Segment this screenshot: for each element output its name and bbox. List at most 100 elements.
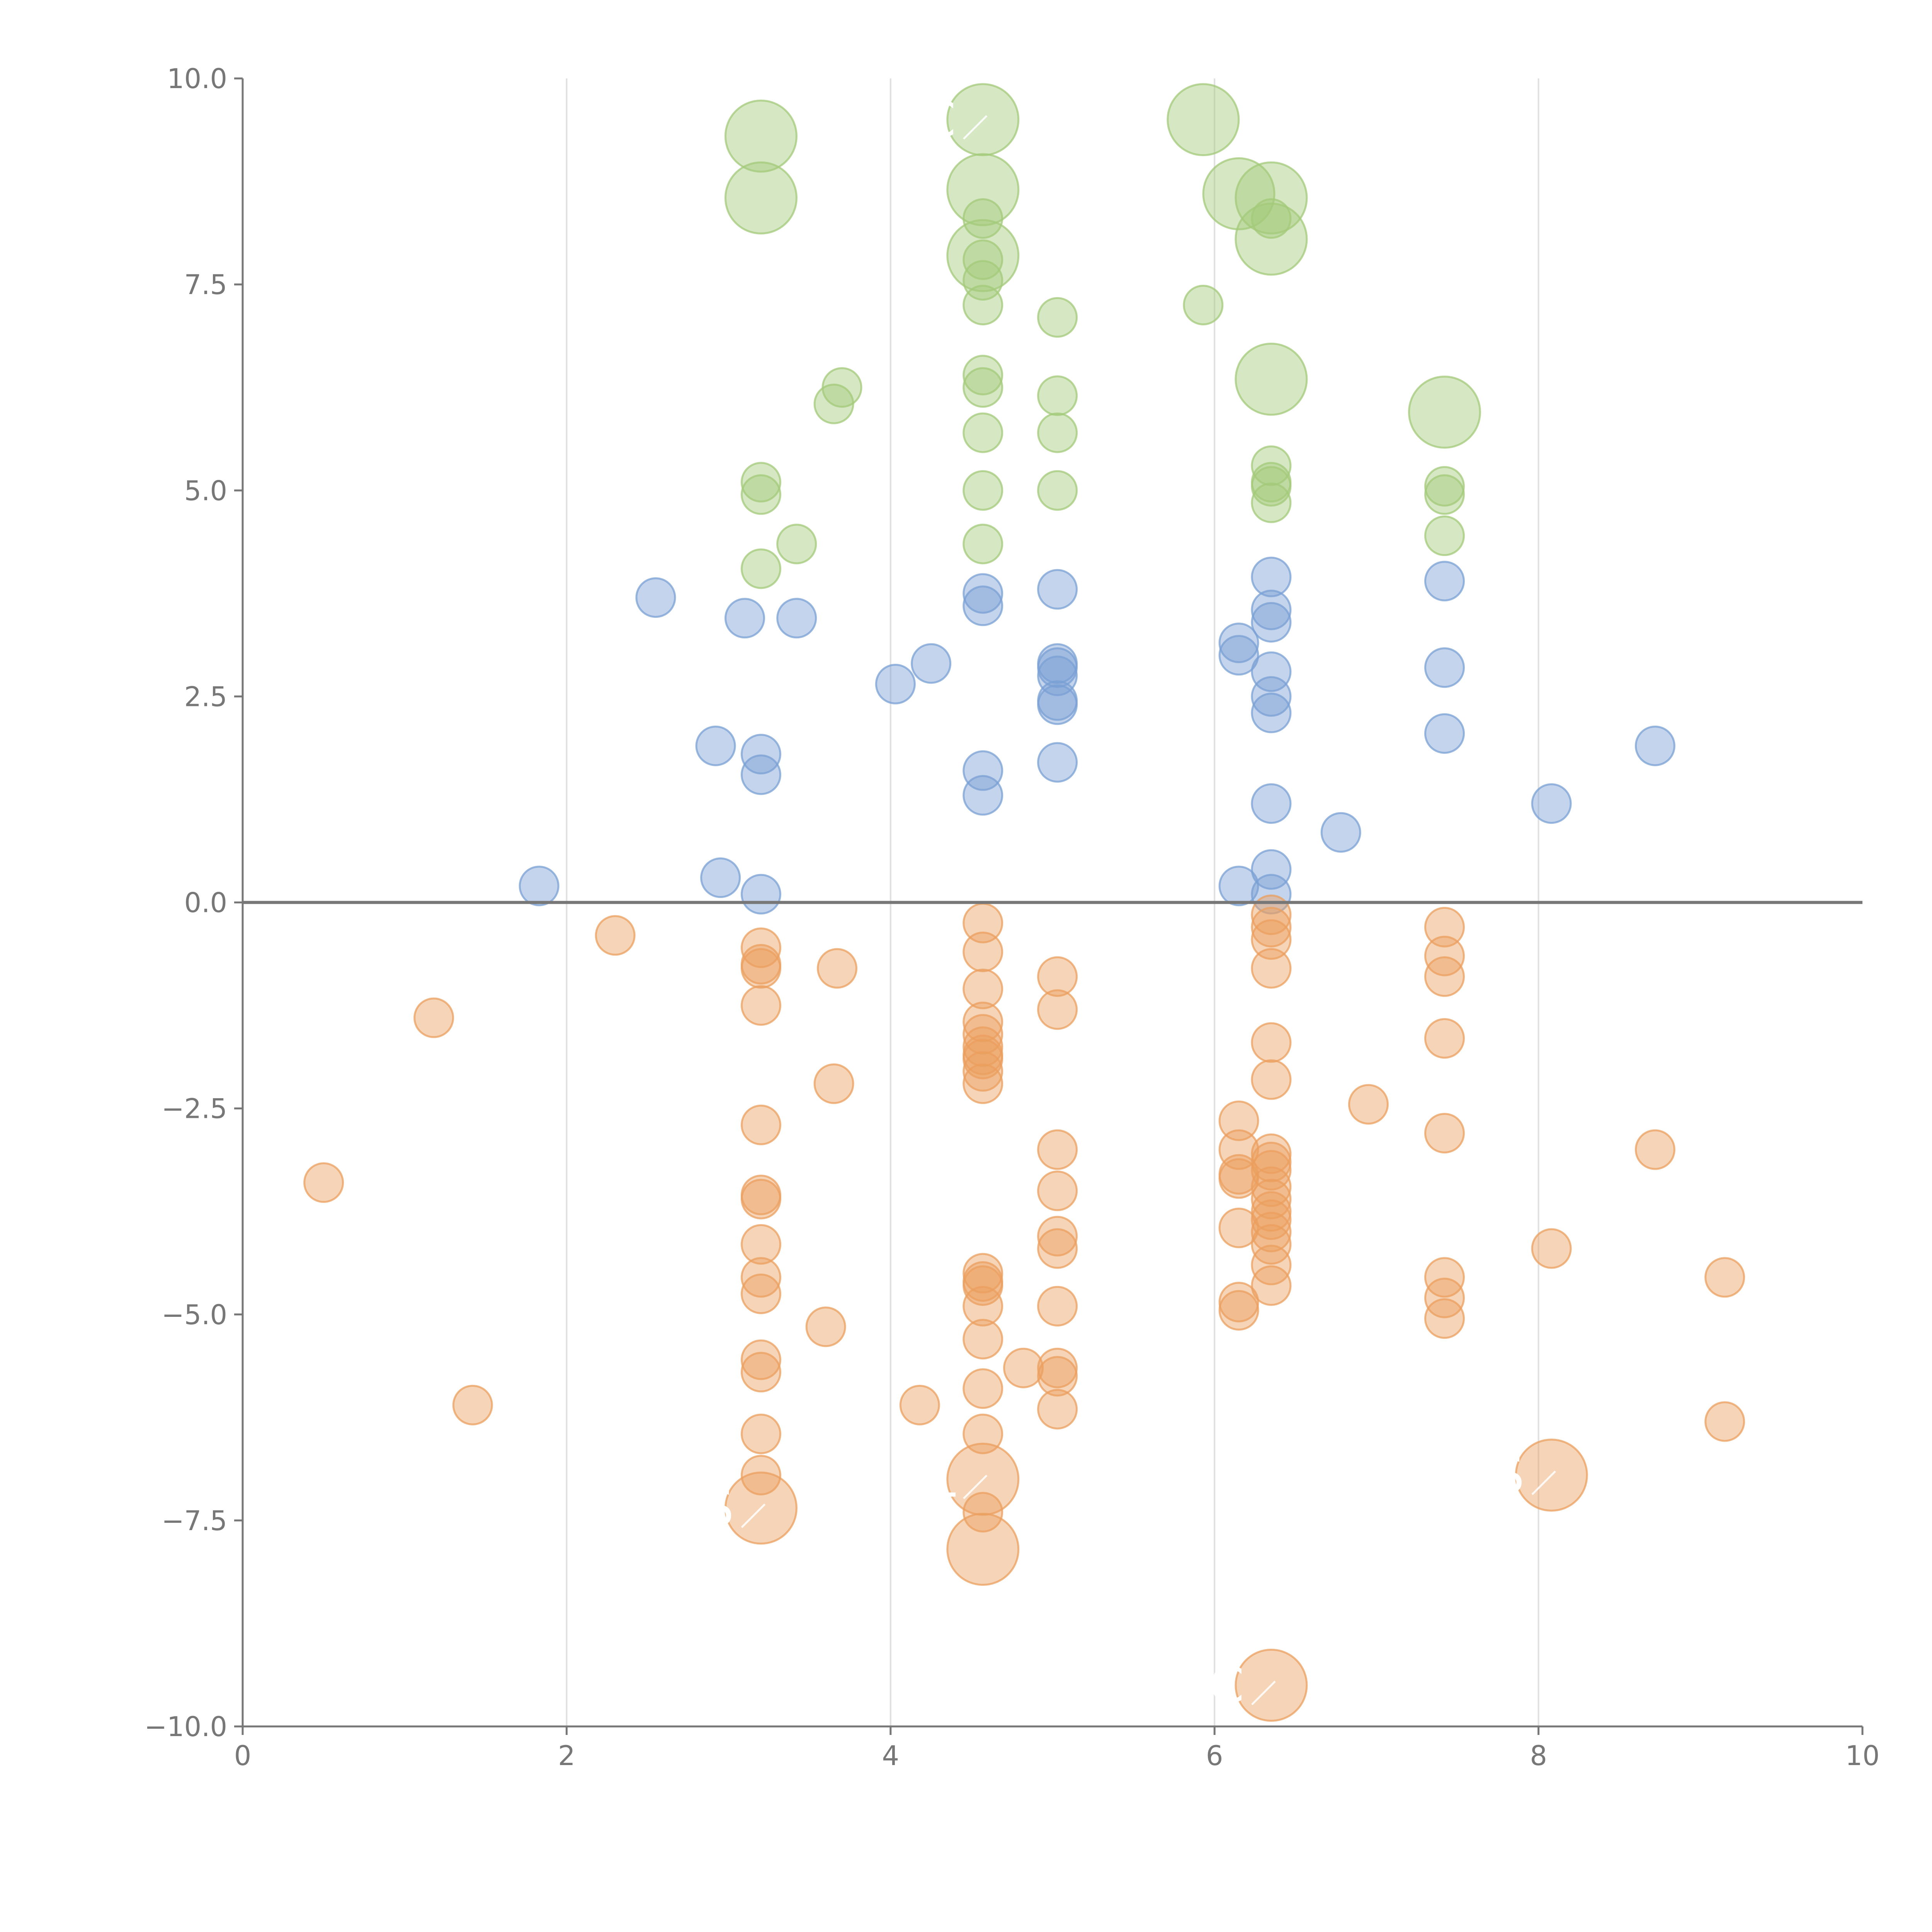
bubble-point	[1251, 556, 1292, 597]
bubble-point	[963, 367, 1003, 408]
bubble-point	[1424, 1257, 1465, 1298]
bubble-point	[963, 968, 1003, 1009]
bubble-point	[963, 1002, 1003, 1043]
bubble-point	[1424, 515, 1465, 556]
bubble-point	[1003, 1347, 1044, 1388]
bubble-point	[1235, 342, 1308, 416]
bubble-point	[1037, 956, 1078, 997]
bubble-point	[963, 1026, 1003, 1067]
bubble-point	[1218, 635, 1259, 676]
y-tick-label: −5.0	[162, 1299, 227, 1331]
x-tick-label: 8	[1530, 1740, 1547, 1772]
bubble-point	[816, 948, 857, 989]
bubble-point	[1634, 725, 1675, 766]
bubble-point	[1251, 1224, 1292, 1265]
x-tick-label: 4	[882, 1740, 900, 1772]
bubble-point	[1424, 1298, 1465, 1339]
x-tick-label: 6	[1206, 1740, 1223, 1772]
bubble-point	[740, 754, 781, 795]
bubble-point	[1251, 1265, 1292, 1306]
bubble-point	[1235, 202, 1308, 276]
bubble-point	[1251, 466, 1292, 507]
bubble-point	[963, 573, 1003, 614]
bubble-point	[963, 1253, 1003, 1294]
bubble-label: L	[928, 1450, 956, 1509]
bubble-point	[1037, 1347, 1078, 1388]
bubble-point	[1408, 376, 1481, 449]
bubble-point	[1037, 655, 1078, 696]
bubble-point	[875, 663, 916, 704]
bubble-point	[911, 643, 952, 684]
bubble-point	[740, 985, 781, 1026]
bubble-point	[740, 474, 781, 515]
bubble-point	[1424, 647, 1465, 688]
x-tick-label: 10	[1845, 1740, 1879, 1772]
bubble-point	[963, 1014, 1003, 1055]
bubble-point	[1348, 1084, 1389, 1125]
bubble-point	[1251, 602, 1292, 643]
bubble-point	[1251, 445, 1292, 486]
bubble-point	[1424, 956, 1465, 997]
bubble-label-leader	[1251, 1680, 1276, 1706]
bubble-point	[813, 1063, 854, 1104]
bubble-point	[946, 1513, 1020, 1586]
bubble-label-leader	[963, 115, 988, 140]
bubble-point	[1424, 1113, 1465, 1154]
bubble-point	[1218, 1158, 1259, 1199]
bubble-point	[1251, 1150, 1292, 1191]
bubble-point	[1251, 1179, 1292, 1219]
bubble-point	[635, 577, 676, 618]
bubble-point	[1037, 1286, 1078, 1327]
bubble-point	[1251, 1022, 1292, 1063]
bubble-point	[724, 598, 765, 639]
bubble-point	[1251, 849, 1292, 890]
y-tick-label: 10.0	[167, 63, 227, 95]
bubble-label: PEC	[859, 90, 956, 149]
bubble-point	[946, 153, 1020, 226]
bubble-point	[1037, 1129, 1078, 1170]
bubble-point	[963, 1492, 1003, 1533]
y-tick-label: 5.0	[184, 475, 227, 507]
y-tick-label: −7.5	[162, 1505, 227, 1537]
bubble-point	[1251, 1245, 1292, 1286]
bubble-point	[963, 1063, 1003, 1104]
y-tick-label: −2.5	[162, 1093, 227, 1125]
bubble-point	[1531, 1228, 1572, 1269]
bubble-point	[1251, 198, 1292, 239]
bubble-point	[724, 99, 798, 173]
bubble-point	[963, 1265, 1003, 1306]
bubble-point	[1251, 482, 1292, 523]
bubble-point	[1251, 948, 1292, 989]
bubble-point	[963, 1368, 1003, 1409]
bubble-point	[1037, 412, 1078, 453]
bubble-point	[1037, 1356, 1078, 1397]
bubble-point	[1037, 647, 1078, 688]
bubble-point	[740, 1273, 781, 1314]
bubble-point	[413, 997, 454, 1038]
bubble-point	[1037, 1170, 1078, 1211]
bubble-point	[740, 1257, 781, 1298]
bubble-point	[963, 1051, 1003, 1092]
bubble-point	[740, 1413, 781, 1454]
bubble-point	[1218, 622, 1259, 663]
bubble-point	[1251, 676, 1292, 717]
bubble-point	[963, 470, 1003, 511]
bubble-point	[963, 412, 1003, 453]
bubble-point	[740, 1339, 781, 1380]
bubble-point	[899, 1384, 940, 1425]
bubble-label-leader	[741, 1503, 766, 1528]
bubble-point	[1183, 284, 1224, 325]
bubble-point	[695, 725, 736, 766]
bubble-point	[1037, 569, 1078, 610]
bubble-point	[1424, 935, 1465, 976]
bubble-point	[813, 383, 854, 424]
bubble-label: C	[1209, 1656, 1244, 1714]
bubble-point	[1037, 1228, 1078, 1269]
bubble-point	[963, 260, 1003, 301]
bubble-point	[1424, 1277, 1465, 1318]
bubble-point	[1251, 651, 1292, 692]
bubble-point	[1218, 1282, 1259, 1323]
bubble-point	[1251, 1059, 1292, 1100]
bubble-point	[963, 524, 1003, 565]
